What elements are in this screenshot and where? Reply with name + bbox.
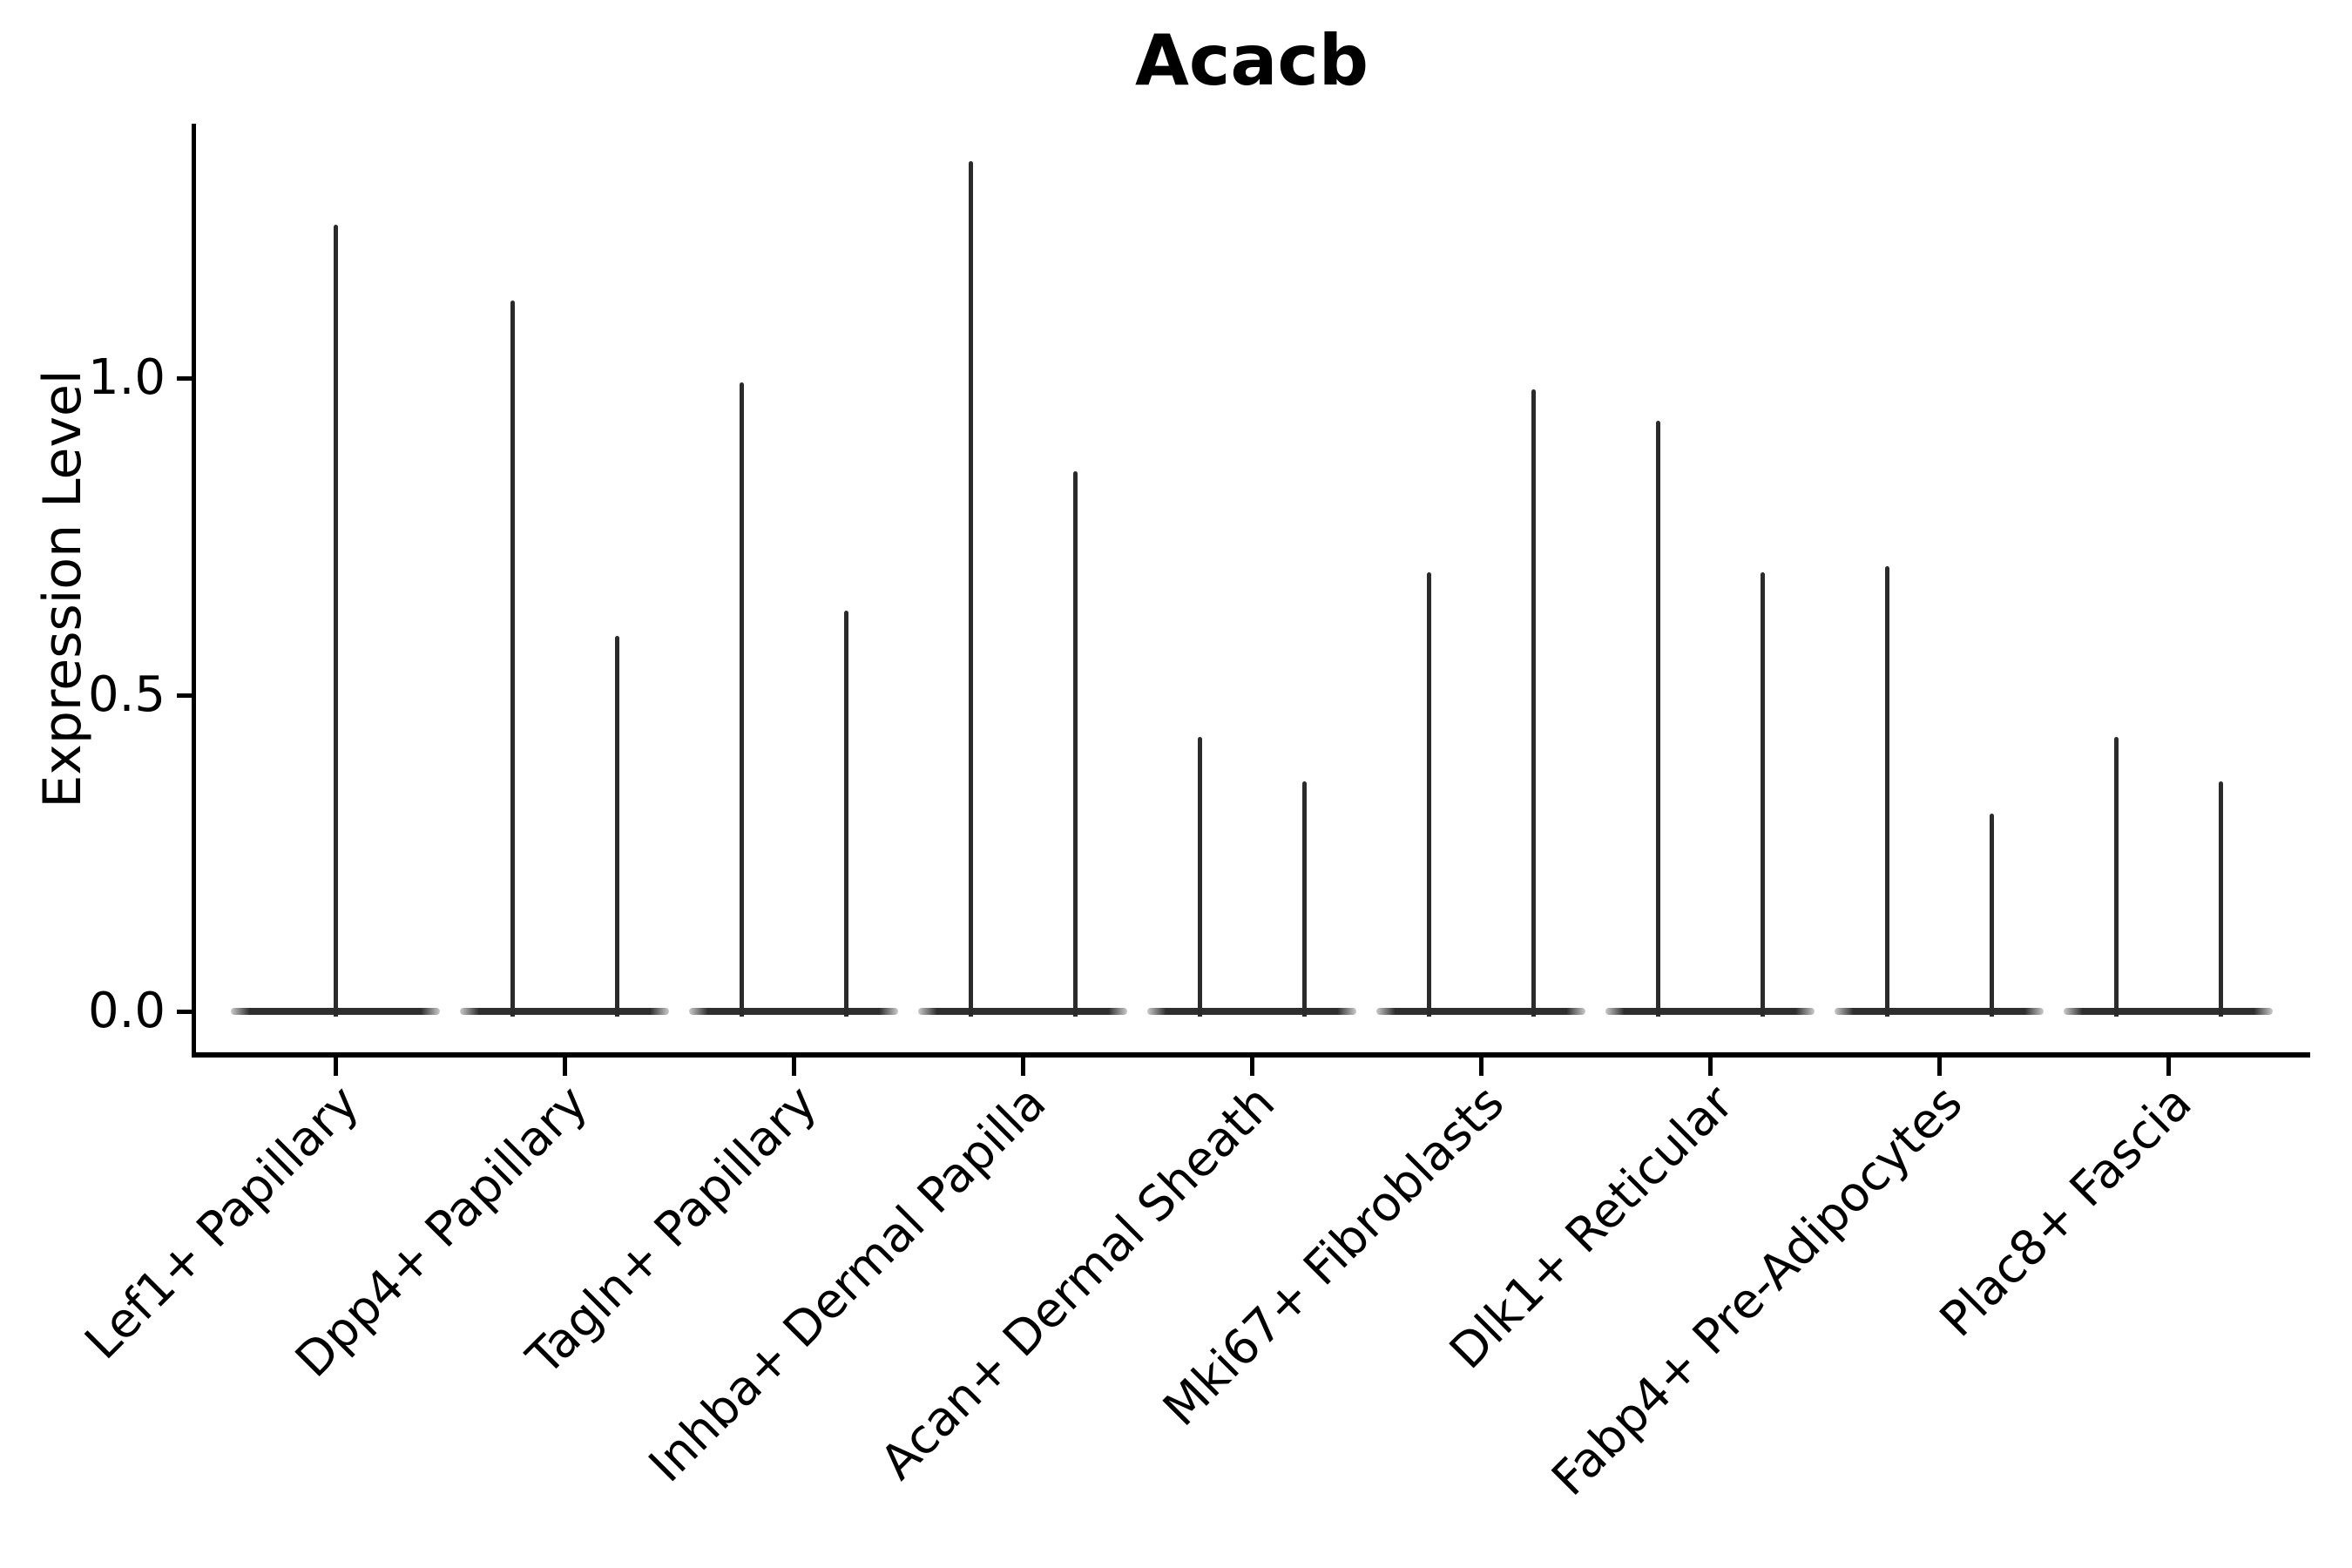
violin-needle <box>614 636 619 1017</box>
x-tick-label: Fabp4+ Pre-Adipocytes <box>1540 1074 1973 1507</box>
violin-needle <box>739 382 744 1017</box>
x-tick <box>562 1058 567 1076</box>
x-tick <box>333 1058 338 1076</box>
x-tick <box>1707 1058 1713 1076</box>
violin-needle <box>1760 572 1765 1017</box>
x-tick-label: Inhba+ Dermal Papilla <box>638 1074 1057 1493</box>
violin-needle <box>1884 566 1889 1017</box>
violin-needle <box>843 610 848 1017</box>
y-axis-spine <box>192 124 196 1058</box>
violin-needle <box>333 224 338 1017</box>
y-tick-label: 1.0 <box>87 349 166 406</box>
y-tick <box>177 693 194 698</box>
violin-needle <box>1301 781 1307 1017</box>
violin-needle <box>1655 420 1660 1017</box>
x-tick <box>2166 1058 2171 1076</box>
y-tick-label: 0.0 <box>87 983 166 1039</box>
x-tick-label: Plac8+ Fascia <box>1929 1074 2202 1348</box>
x-tick-label: Acan+ Dermal Sheath <box>869 1074 1286 1490</box>
x-tick <box>791 1058 796 1076</box>
violin-base <box>1376 1008 1585 1015</box>
violin-needle <box>2218 781 2223 1017</box>
violin-needle <box>1531 389 1536 1017</box>
violin-needle <box>510 300 515 1017</box>
violin-needle <box>968 160 973 1017</box>
x-axis-spine <box>192 1052 2310 1058</box>
violin-base <box>1147 1008 1356 1015</box>
plot-title: Acacb <box>1134 20 1369 101</box>
x-tick <box>1249 1058 1254 1076</box>
violin-needle <box>1989 813 1994 1017</box>
y-tick <box>177 1010 194 1014</box>
violin-needle <box>1426 572 1431 1017</box>
violin-base <box>689 1008 898 1015</box>
y-tick <box>177 376 194 381</box>
violin-base <box>1605 1008 1815 1015</box>
x-tick <box>1478 1058 1484 1076</box>
y-tick-label: 0.5 <box>87 666 166 723</box>
violin-base <box>918 1008 1127 1015</box>
violin-base <box>1835 1008 2044 1015</box>
x-tick <box>1020 1058 1025 1076</box>
violin-needle <box>1072 471 1078 1017</box>
violin-base <box>460 1008 669 1015</box>
violin-needle <box>1197 737 1202 1017</box>
x-tick <box>1936 1058 1942 1076</box>
y-axis-label: Expression Level <box>32 369 93 808</box>
violin-base <box>2064 1008 2273 1015</box>
violin-needle <box>2113 737 2119 1017</box>
